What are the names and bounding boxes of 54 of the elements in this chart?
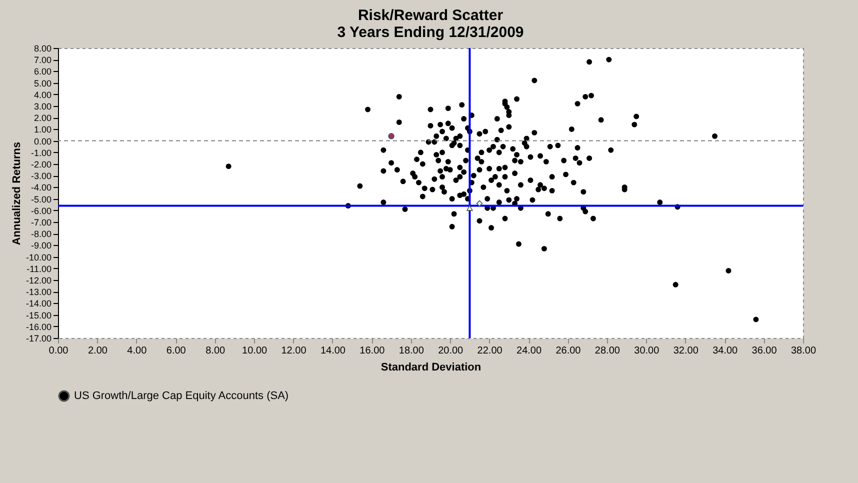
y-tick-label: -13.00 xyxy=(26,287,52,298)
x-tick-label: 8.00 xyxy=(206,346,226,356)
x-tick-label: 20.00 xyxy=(438,346,464,356)
y-tick-label: -14.00 xyxy=(26,298,52,309)
x-tick-label: 0.00 xyxy=(48,346,69,356)
y-tick-label: 5.00 xyxy=(34,78,52,88)
x-tick-label: 32.00 xyxy=(673,346,699,356)
chart-subtitle: 3 Years Ending 12/31/2009 xyxy=(337,24,524,41)
point xyxy=(476,200,483,207)
y-tick-label: -4.00 xyxy=(30,182,52,193)
y-tick-label: -15.00 xyxy=(26,310,52,320)
x-tick-label: 18.00 xyxy=(398,346,424,356)
x-tick-label: 14.00 xyxy=(320,346,346,356)
y-tick-label: -3.00 xyxy=(30,171,52,182)
point xyxy=(466,205,473,211)
x-tick-label: 34.00 xyxy=(712,346,738,356)
x-tick-label: 16.00 xyxy=(360,346,386,356)
y-tick-label: 0.00 xyxy=(34,136,52,146)
y-tick-label: -7.00 xyxy=(30,218,52,228)
y-tick-label: 1.00 xyxy=(34,124,52,135)
y-tick-label: -17.00 xyxy=(26,334,52,344)
x-tick-label: 38.00 xyxy=(790,346,816,356)
y-tick-label: -10.00 xyxy=(26,252,52,262)
y-tick-label: 4.00 xyxy=(34,90,52,100)
y-tick-label: 7.00 xyxy=(34,55,52,66)
y-tick-label: -5.00 xyxy=(30,194,52,204)
x-tick-label: 4.00 xyxy=(127,346,148,356)
y-tick-label: -6.00 xyxy=(30,206,52,216)
x-tick-label: 28.00 xyxy=(594,346,620,356)
x-tick-label: 12.00 xyxy=(281,346,307,356)
x-tick-label: 30.00 xyxy=(634,346,660,356)
y-tick-label: -8.00 xyxy=(30,229,52,240)
y-tick-label: 6.00 xyxy=(34,66,52,77)
y-tick-label: 3.00 xyxy=(34,102,52,112)
y-tick-label: -12.00 xyxy=(26,276,52,286)
y-tick-label: -2.00 xyxy=(30,160,52,170)
point xyxy=(388,133,394,140)
x-tick-label: 24.00 xyxy=(516,346,542,356)
x-tick-label: 26.00 xyxy=(556,346,582,356)
x-axis-title: Standard Deviation xyxy=(380,362,482,374)
y-tick-label: 2.00 xyxy=(34,113,52,124)
x-tick-label: 2.00 xyxy=(88,346,108,356)
y-tick-label: -9.00 xyxy=(30,240,52,251)
y-tick-label: 8.00 xyxy=(34,44,52,54)
chart-title: Risk/Reward Scatter xyxy=(358,7,504,24)
y-axis-title: Annualized Returns xyxy=(10,142,23,246)
y-tick-label: -1.00 xyxy=(30,148,52,158)
legend-label: US Growth/Large Cap Equity Accounts (SA) xyxy=(74,390,289,402)
x-tick-label: 6.00 xyxy=(166,346,186,356)
x-tick-label: 36.00 xyxy=(752,346,778,356)
y-tick-label: -11.00 xyxy=(26,264,52,274)
x-tick-label: 10.00 xyxy=(242,346,268,356)
y-tick-label: -16.00 xyxy=(26,322,52,332)
x-tick-label: 22.00 xyxy=(477,346,503,356)
